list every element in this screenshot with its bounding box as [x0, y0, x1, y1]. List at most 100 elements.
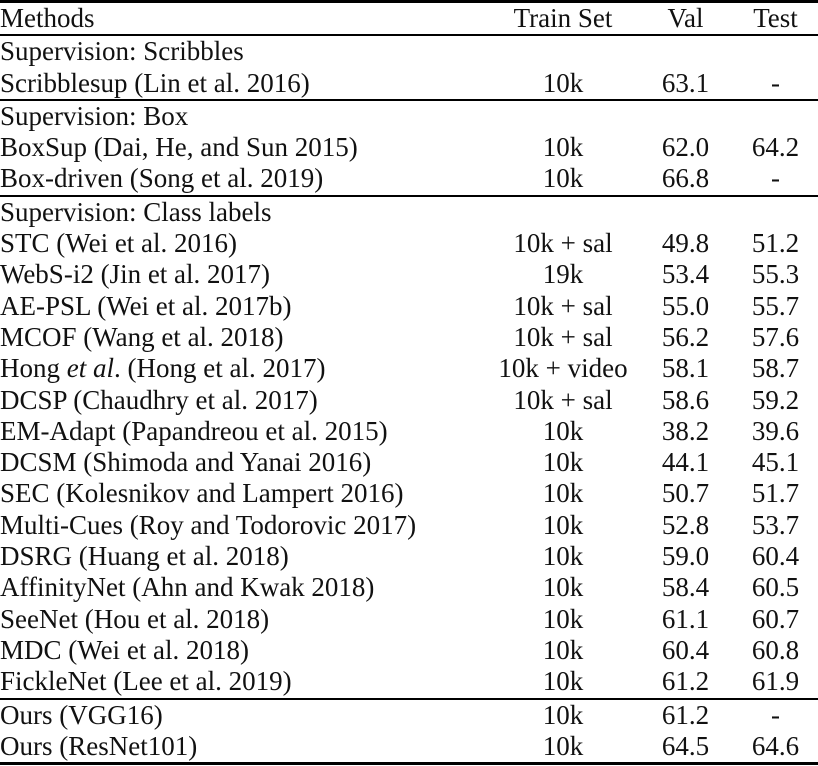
section-header-label: Supervision: Scribbles [0, 36, 244, 67]
table-row: WebS-i2 (Jin et al. 2017) 19k 53.4 55.3 [0, 259, 818, 290]
table-row: EM-Adapt (Papandreou et al. 2015) 10k 38.2… [0, 416, 818, 447]
method-cell: DCSP (Chaudhry et al. 2017) [0, 384, 318, 415]
table-row: AE-PSL (Wei et al. 2017b) 10k + sal 55.0 55… [0, 291, 818, 322]
test-cell: 51.7 [751, 478, 800, 509]
section-header-label: Supervision: Class labels [0, 196, 272, 227]
method-cell: AE-PSL (Wei et al. 2017b) [0, 290, 292, 321]
val-cell: 56.2 [661, 321, 710, 352]
val-cell: 38.2 [661, 415, 710, 446]
method-cell: MDC (Wei et al. 2018) [0, 634, 250, 665]
train-set-cell: 10k [542, 478, 584, 509]
val-cell: 61.2 [661, 699, 710, 730]
train-set-cell: 10k + sal [513, 384, 613, 415]
method-cell: Scribblesup (Lin et al. 2016) [0, 67, 310, 98]
method-cell: AffinityNet (Ahn and Kwak 2018) [0, 572, 375, 603]
train-set-cell: 19k [542, 259, 584, 290]
section-header-label: Supervision: Box [0, 100, 189, 131]
table-row: STC (Wei et al. 2016) 10k + sal 49.8 51.2 [0, 228, 818, 259]
val-cell: 64.5 [661, 730, 710, 761]
test-cell: 59.2 [751, 384, 800, 415]
method-cell: EM-Adapt (Papandreou et al. 2015) [0, 415, 388, 446]
train-set-cell: 10k [542, 572, 584, 603]
train-set-cell: 10k [542, 509, 584, 540]
test-cell: 60.4 [751, 541, 800, 572]
val-cell: 53.4 [661, 259, 710, 290]
val-cell: 49.8 [661, 228, 710, 259]
section-header-row: Supervision: Box [0, 99, 818, 132]
val-cell: 60.4 [661, 634, 710, 665]
method-cell: MCOF (Wang et al. 2018) [0, 321, 284, 352]
test-cell: 39.6 [751, 415, 800, 446]
train-set-cell: 10k [542, 163, 584, 194]
train-set-cell: 10k [542, 699, 584, 730]
table-row: Multi-Cues (Roy and Todorovic 2017) 10k 52… [0, 510, 818, 541]
method-cell: WebS-i2 (Jin et al. 2017) [0, 259, 271, 290]
val-cell: 63.1 [661, 67, 710, 98]
section-header-row: Supervision: Class labels [0, 195, 818, 228]
val-cell: 52.8 [661, 509, 710, 540]
method-cell: FickleNet (Lee et al. 2019) [0, 666, 292, 697]
method-text: . (Hong et al. 2017) [114, 353, 326, 384]
train-set-cell: 10k [542, 415, 584, 446]
val-cell: 58.4 [661, 572, 710, 603]
table-row: Scribblesup (Lin et al. 2016) 10k 63.1 - [0, 68, 818, 100]
test-cell: 61.9 [751, 666, 800, 697]
train-set-cell: 10k [542, 132, 584, 163]
table-row: BoxSup (Dai, He, and Sun 2015) 10k 62.0 64.… [0, 132, 818, 163]
val-cell: 58.1 [661, 353, 710, 384]
test-cell: 45.1 [751, 447, 800, 478]
table-row: AffinityNet (Ahn and Kwak 2018) 10k 58.4 60… [0, 572, 818, 603]
val-cell: 61.1 [661, 603, 710, 634]
val-cell: 55.0 [661, 290, 710, 321]
train-set-cell: 10k + video [498, 353, 628, 384]
test-cell: 64.2 [751, 132, 800, 163]
test-cell: - [771, 67, 780, 98]
table-row: MCOF (Wang et al. 2018) 10k + sal 56.2 57.6 [0, 322, 818, 353]
train-set-cell: 10k [542, 67, 584, 98]
method-cell: Ours (ResNet101) [0, 730, 198, 761]
val-cell: 50.7 [661, 478, 710, 509]
val-cell: 61.2 [661, 666, 710, 697]
test-cell: 53.7 [751, 509, 800, 540]
test-cell: 60.7 [751, 603, 800, 634]
method-cell: STC (Wei et al. 2016) [0, 228, 238, 259]
method-cell: Ours (VGG16) [0, 699, 163, 730]
method-cell: Multi-Cues (Roy and Todorovic 2017) [0, 509, 417, 540]
test-cell: - [771, 163, 780, 194]
train-set-cell: 10k + sal [513, 290, 613, 321]
method-cell: Box-driven (Song et al. 2019) [0, 163, 324, 194]
table-row: Ours (ResNet101) 10k 64.5 64.6 [0, 731, 818, 764]
train-set-cell: 10k + sal [513, 321, 613, 352]
table-row: SEC (Kolesnikov and Lampert 2016) 10k 50.7… [0, 478, 818, 509]
table-row: Ours (VGG16) 10k 61.2 - [0, 698, 818, 731]
results-table-header: Methods Train Set Val Test [0, 2, 818, 36]
table-row: DCSP (Chaudhry et al. 2017) 10k + sal 58.6… [0, 385, 818, 416]
train-set-cell: 10k [542, 666, 584, 697]
table-row: MDC (Wei et al. 2018) 10k 60.4 60.8 [0, 635, 818, 666]
val-cell: 58.6 [661, 384, 710, 415]
train-set-cell: 10k [542, 730, 584, 761]
table-row: Box-driven (Song et al. 2019) 10k 66.8 - [0, 163, 818, 195]
method-text-italic: et al [66, 353, 114, 384]
test-cell: 60.5 [751, 572, 800, 603]
val-cell: 62.0 [661, 132, 710, 163]
table-row: FickleNet (Lee et al. 2019) 10k 61.2 61.9 [0, 666, 818, 698]
column-header-val: Val [667, 3, 704, 33]
table-row: Hong et al. (Hong et al. 2017) 10k + vide… [0, 353, 818, 384]
method-text: Hong [0, 353, 67, 384]
method-cell: Hong et al. (Hong et al. 2017) [0, 353, 488, 384]
table-row: DSRG (Huang et al. 2018) 10k 59.0 60.4 [0, 541, 818, 572]
train-set-cell: 10k [542, 541, 584, 572]
column-header-test: Test [753, 3, 798, 33]
train-set-cell: 10k + sal [513, 228, 613, 259]
val-cell: 66.8 [661, 163, 710, 194]
method-cell: SEC (Kolesnikov and Lampert 2016) [0, 478, 404, 509]
test-cell: 58.7 [751, 353, 800, 384]
test-cell: 64.6 [751, 730, 800, 761]
method-cell: BoxSup (Dai, He, and Sun 2015) [0, 132, 358, 163]
test-cell: 57.6 [751, 321, 800, 352]
results-table-body: Supervision: Scribbles Scribblesup (Lin e… [0, 35, 818, 763]
section-header-row: Supervision: Scribbles [0, 35, 818, 67]
table-row: DCSM (Shimoda and Yanai 2016) 10k 44.1 45.1 [0, 447, 818, 478]
